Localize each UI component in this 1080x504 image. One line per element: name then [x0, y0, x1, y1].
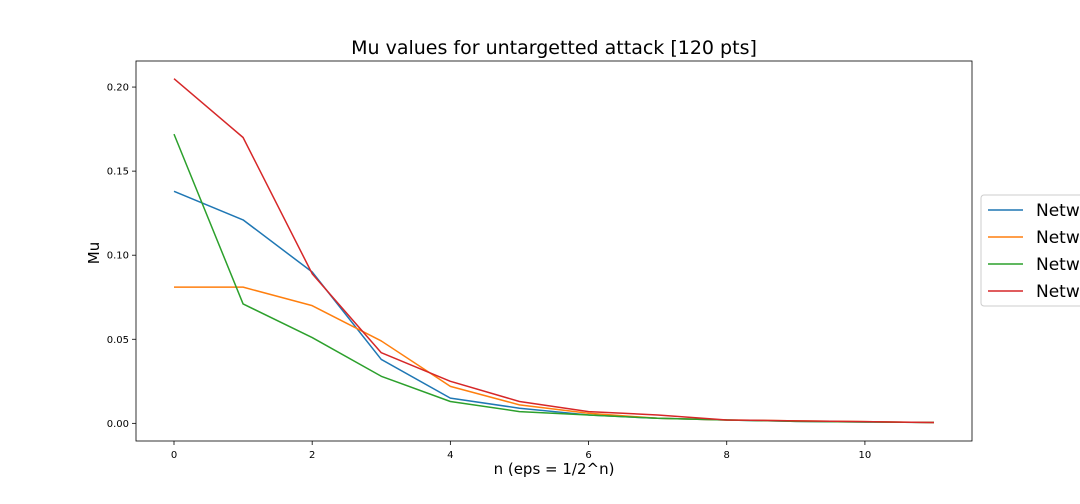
y-tick-label: 0.10 [107, 251, 129, 262]
legend-items: Netw Netw Netw Netw [988, 201, 1080, 302]
x-tick-label: 4 [447, 450, 453, 461]
legend-box [980, 194, 1080, 307]
y-tick-label: 0.00 [107, 419, 129, 430]
legend-label-2: Netw [1036, 228, 1080, 248]
x-tick-label: 2 [309, 450, 315, 461]
legend: Netw Netw Netw Netw [980, 194, 1080, 307]
x-axis-ticks: 0 2 4 6 8 10 [171, 441, 871, 461]
y-tick-label: 0.15 [107, 167, 129, 178]
series-line-3 [173, 133, 935, 424]
x-tick-label: 8 [724, 450, 730, 461]
y-axis-label: Mu [85, 242, 103, 264]
x-tick-label: 6 [585, 450, 591, 461]
x-tick-label: 10 [859, 450, 872, 461]
plot-area: 0 2 4 6 8 10 0.00 0.05 0.10 0.15 0.20 [107, 60, 973, 461]
legend-label-4: Netw [1036, 282, 1080, 302]
y-tick-label: 0.05 [107, 335, 129, 346]
series-line-2 [174, 286, 935, 424]
legend-label-1: Netw [1036, 201, 1080, 221]
series-line-4 [173, 78, 935, 424]
x-axis-label: n (eps = 1/2^n) [494, 460, 615, 478]
x-tick-label: 0 [171, 450, 177, 461]
chart-title: Mu values for untargetted attack [120 pt… [351, 37, 757, 59]
y-axis-ticks: 0.00 0.05 0.10 0.15 0.20 [107, 83, 136, 430]
y-tick-label: 0.20 [107, 83, 129, 94]
legend-label-3: Netw [1036, 255, 1080, 275]
plot-frame [135, 60, 973, 442]
series-lines [173, 78, 935, 424]
